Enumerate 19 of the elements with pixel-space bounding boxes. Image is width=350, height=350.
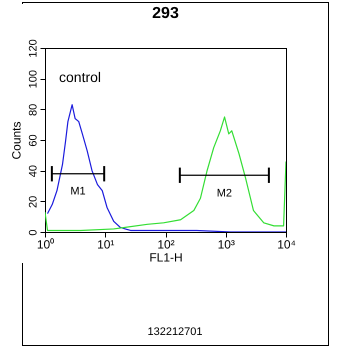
x-tick-label: 10² [157,238,175,252]
y-tick-label: 60 [28,134,40,147]
y-tick-label: 120 [28,39,40,58]
annotation: control [59,69,102,85]
y-tick-label: 100 [28,70,40,88]
y-tick-label: 20 [28,196,40,208]
text: 132212701 [146,326,204,338]
x-tick-label: 10⁴ [277,238,296,252]
series-label: M2 [216,187,232,200]
y-tick-label: 40 [28,165,40,178]
series-label: M1 [70,186,86,198]
y-tick-label: 80 [28,104,40,116]
x-tick-label: 10¹ [97,238,114,252]
x-tick-label: 10⁰ [36,238,54,252]
y-tick-label: 0 [28,229,40,236]
x-axis-title: FL1-H [149,250,183,264]
x-tick-label: 10³ [218,238,235,252]
y-axis-title: Counts [10,121,24,160]
chart-title: 293 [152,4,179,22]
